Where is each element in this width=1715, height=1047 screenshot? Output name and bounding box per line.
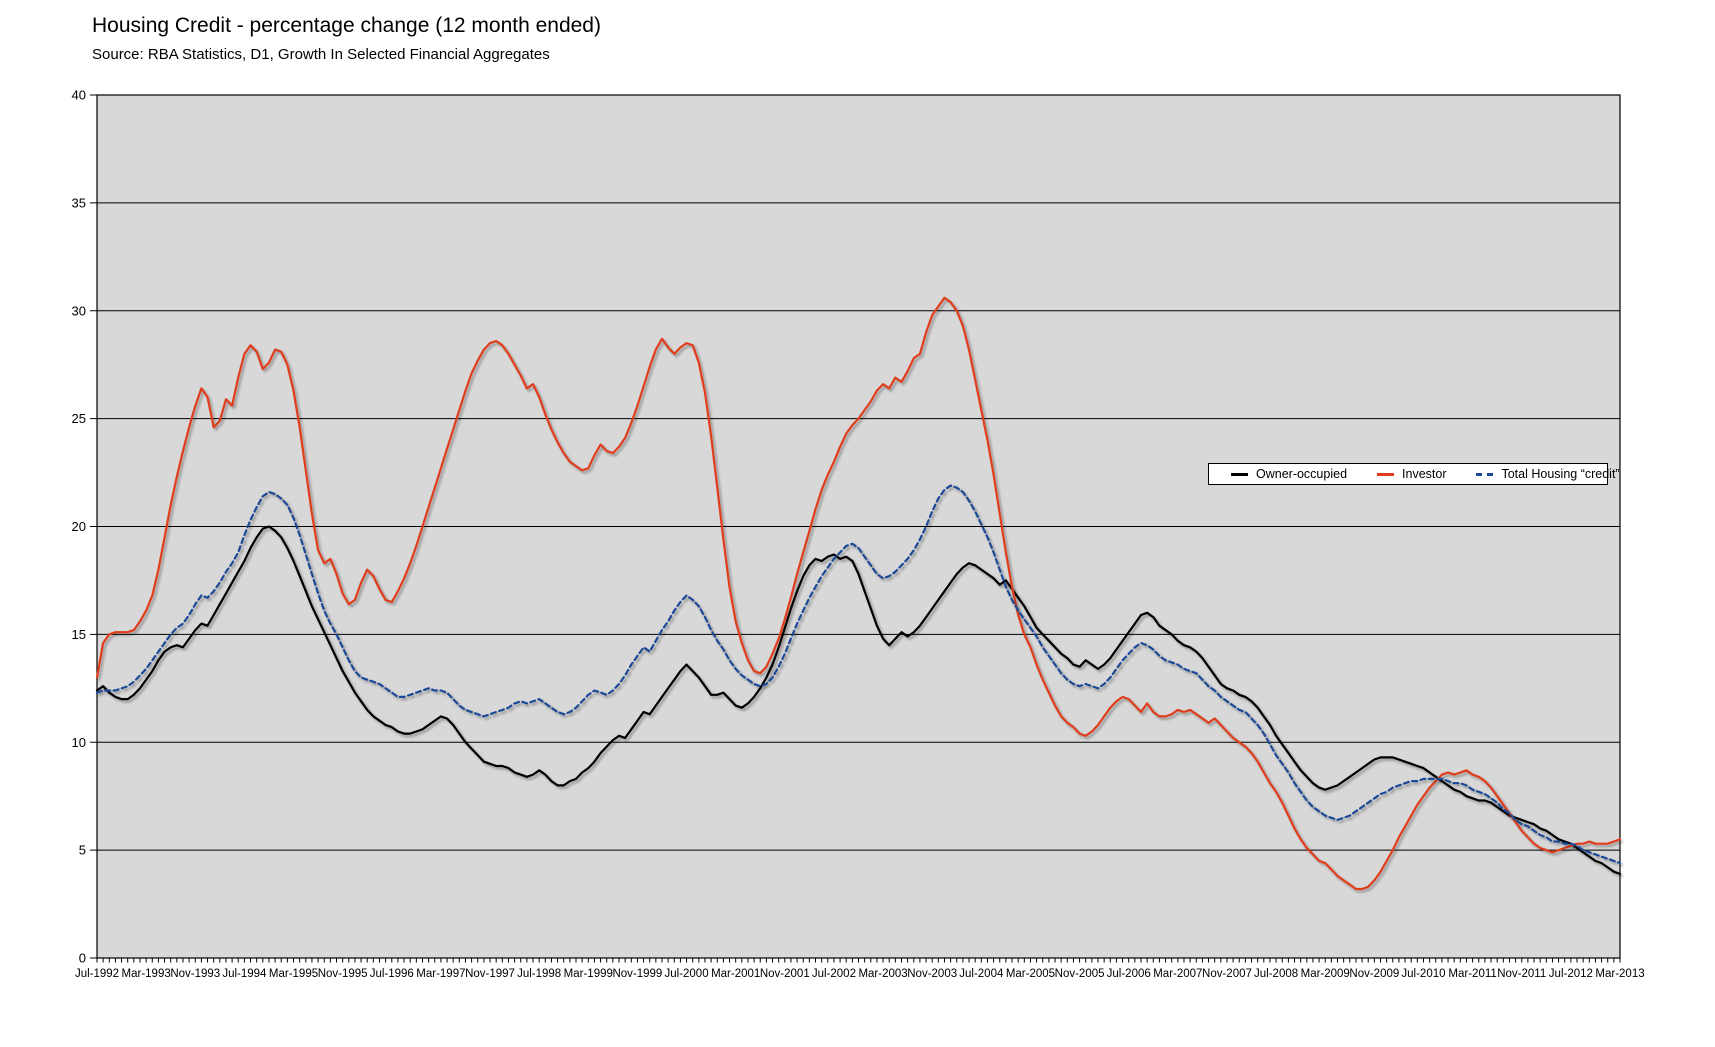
x-axis-label: Nov-1995 (318, 968, 368, 980)
x-axis-label: Nov-2007 (1202, 968, 1252, 980)
x-axis-label: Jul-2012 (1549, 968, 1593, 980)
legend-item-total-housing: Total Housing “credit” (1476, 467, 1620, 481)
legend-item-owner-occupied: Owner-occupied (1231, 467, 1347, 481)
y-axis-label: 15 (72, 627, 86, 642)
y-axis-label: 10 (72, 735, 86, 750)
y-axis-label: 0 (79, 951, 86, 966)
x-axis-label: Nov-2003 (907, 968, 957, 980)
x-axis-label: Mar-2007 (1153, 968, 1202, 980)
x-axis-label: Nov-2009 (1349, 968, 1399, 980)
x-axis-label: Mar-2013 (1595, 968, 1644, 980)
x-axis-label: Mar-2005 (1006, 968, 1055, 980)
x-axis-label: Jul-2004 (959, 968, 1004, 980)
x-axis-label: Mar-2009 (1301, 968, 1350, 980)
y-axis-label: 30 (72, 303, 86, 318)
y-axis-label: 40 (72, 88, 86, 103)
legend-label: Total Housing “credit” (1501, 467, 1620, 481)
plot-border (96, 94, 1621, 959)
x-axis-label: Mar-2001 (711, 968, 760, 980)
x-axis-label: Mar-1995 (269, 968, 318, 980)
owner-occupied-line-swatch-icon (1231, 472, 1248, 476)
x-axis-label: Mar-2003 (858, 968, 907, 980)
investor-line-swatch-icon (1377, 472, 1395, 476)
x-axis-label: Mar-1999 (564, 968, 613, 980)
x-axis-label: Jul-2006 (1107, 968, 1151, 980)
legend-label: Investor (1402, 467, 1447, 481)
x-axis-label: Nov-1997 (465, 968, 515, 980)
legend-item-investor: Investor (1377, 467, 1446, 481)
x-axis-label: Mar-1993 (122, 968, 171, 980)
chart-title: Housing Credit - percentage change (12 m… (92, 14, 601, 37)
x-axis-label: Jul-1992 (75, 968, 119, 980)
x-axis-label: Nov-2011 (1497, 968, 1546, 980)
legend-label: Owner-occupied (1256, 467, 1348, 481)
legend: Owner-occupied Investor Total Housing “c… (1208, 463, 1620, 485)
chart-source: Source: RBA Statistics, D1, Growth In Se… (92, 46, 550, 63)
investor-line (95, 296, 1622, 891)
x-axis-label: Jul-2010 (1401, 968, 1445, 980)
x-axis-label: Mar-1997 (416, 968, 465, 980)
total-housing-line-swatch-icon (1476, 472, 1494, 476)
x-axis-label: Nov-2005 (1055, 968, 1105, 980)
y-axis-label: 35 (72, 195, 86, 210)
x-axis-label: Mar-2011 (1448, 968, 1496, 980)
x-axis-label: Nov-1993 (170, 968, 220, 980)
x-axis-label: Jul-1994 (222, 968, 267, 980)
total-housing-line (95, 484, 1622, 865)
y-axis-label: 20 (72, 519, 86, 534)
x-axis-label: Jul-2002 (812, 968, 856, 980)
x-axis-label: Nov-1999 (612, 968, 662, 980)
x-axis-label: Jul-1996 (370, 968, 414, 980)
x-axis-label: Jul-2000 (664, 968, 708, 980)
x-axis-label: Jul-2008 (1254, 968, 1298, 980)
y-axis-label: 5 (79, 843, 86, 858)
owner-occupied-line (95, 525, 1622, 875)
y-axis-label: 25 (72, 411, 86, 426)
x-axis-label: Nov-2001 (760, 968, 810, 980)
x-axis-label: Jul-1998 (517, 968, 561, 980)
